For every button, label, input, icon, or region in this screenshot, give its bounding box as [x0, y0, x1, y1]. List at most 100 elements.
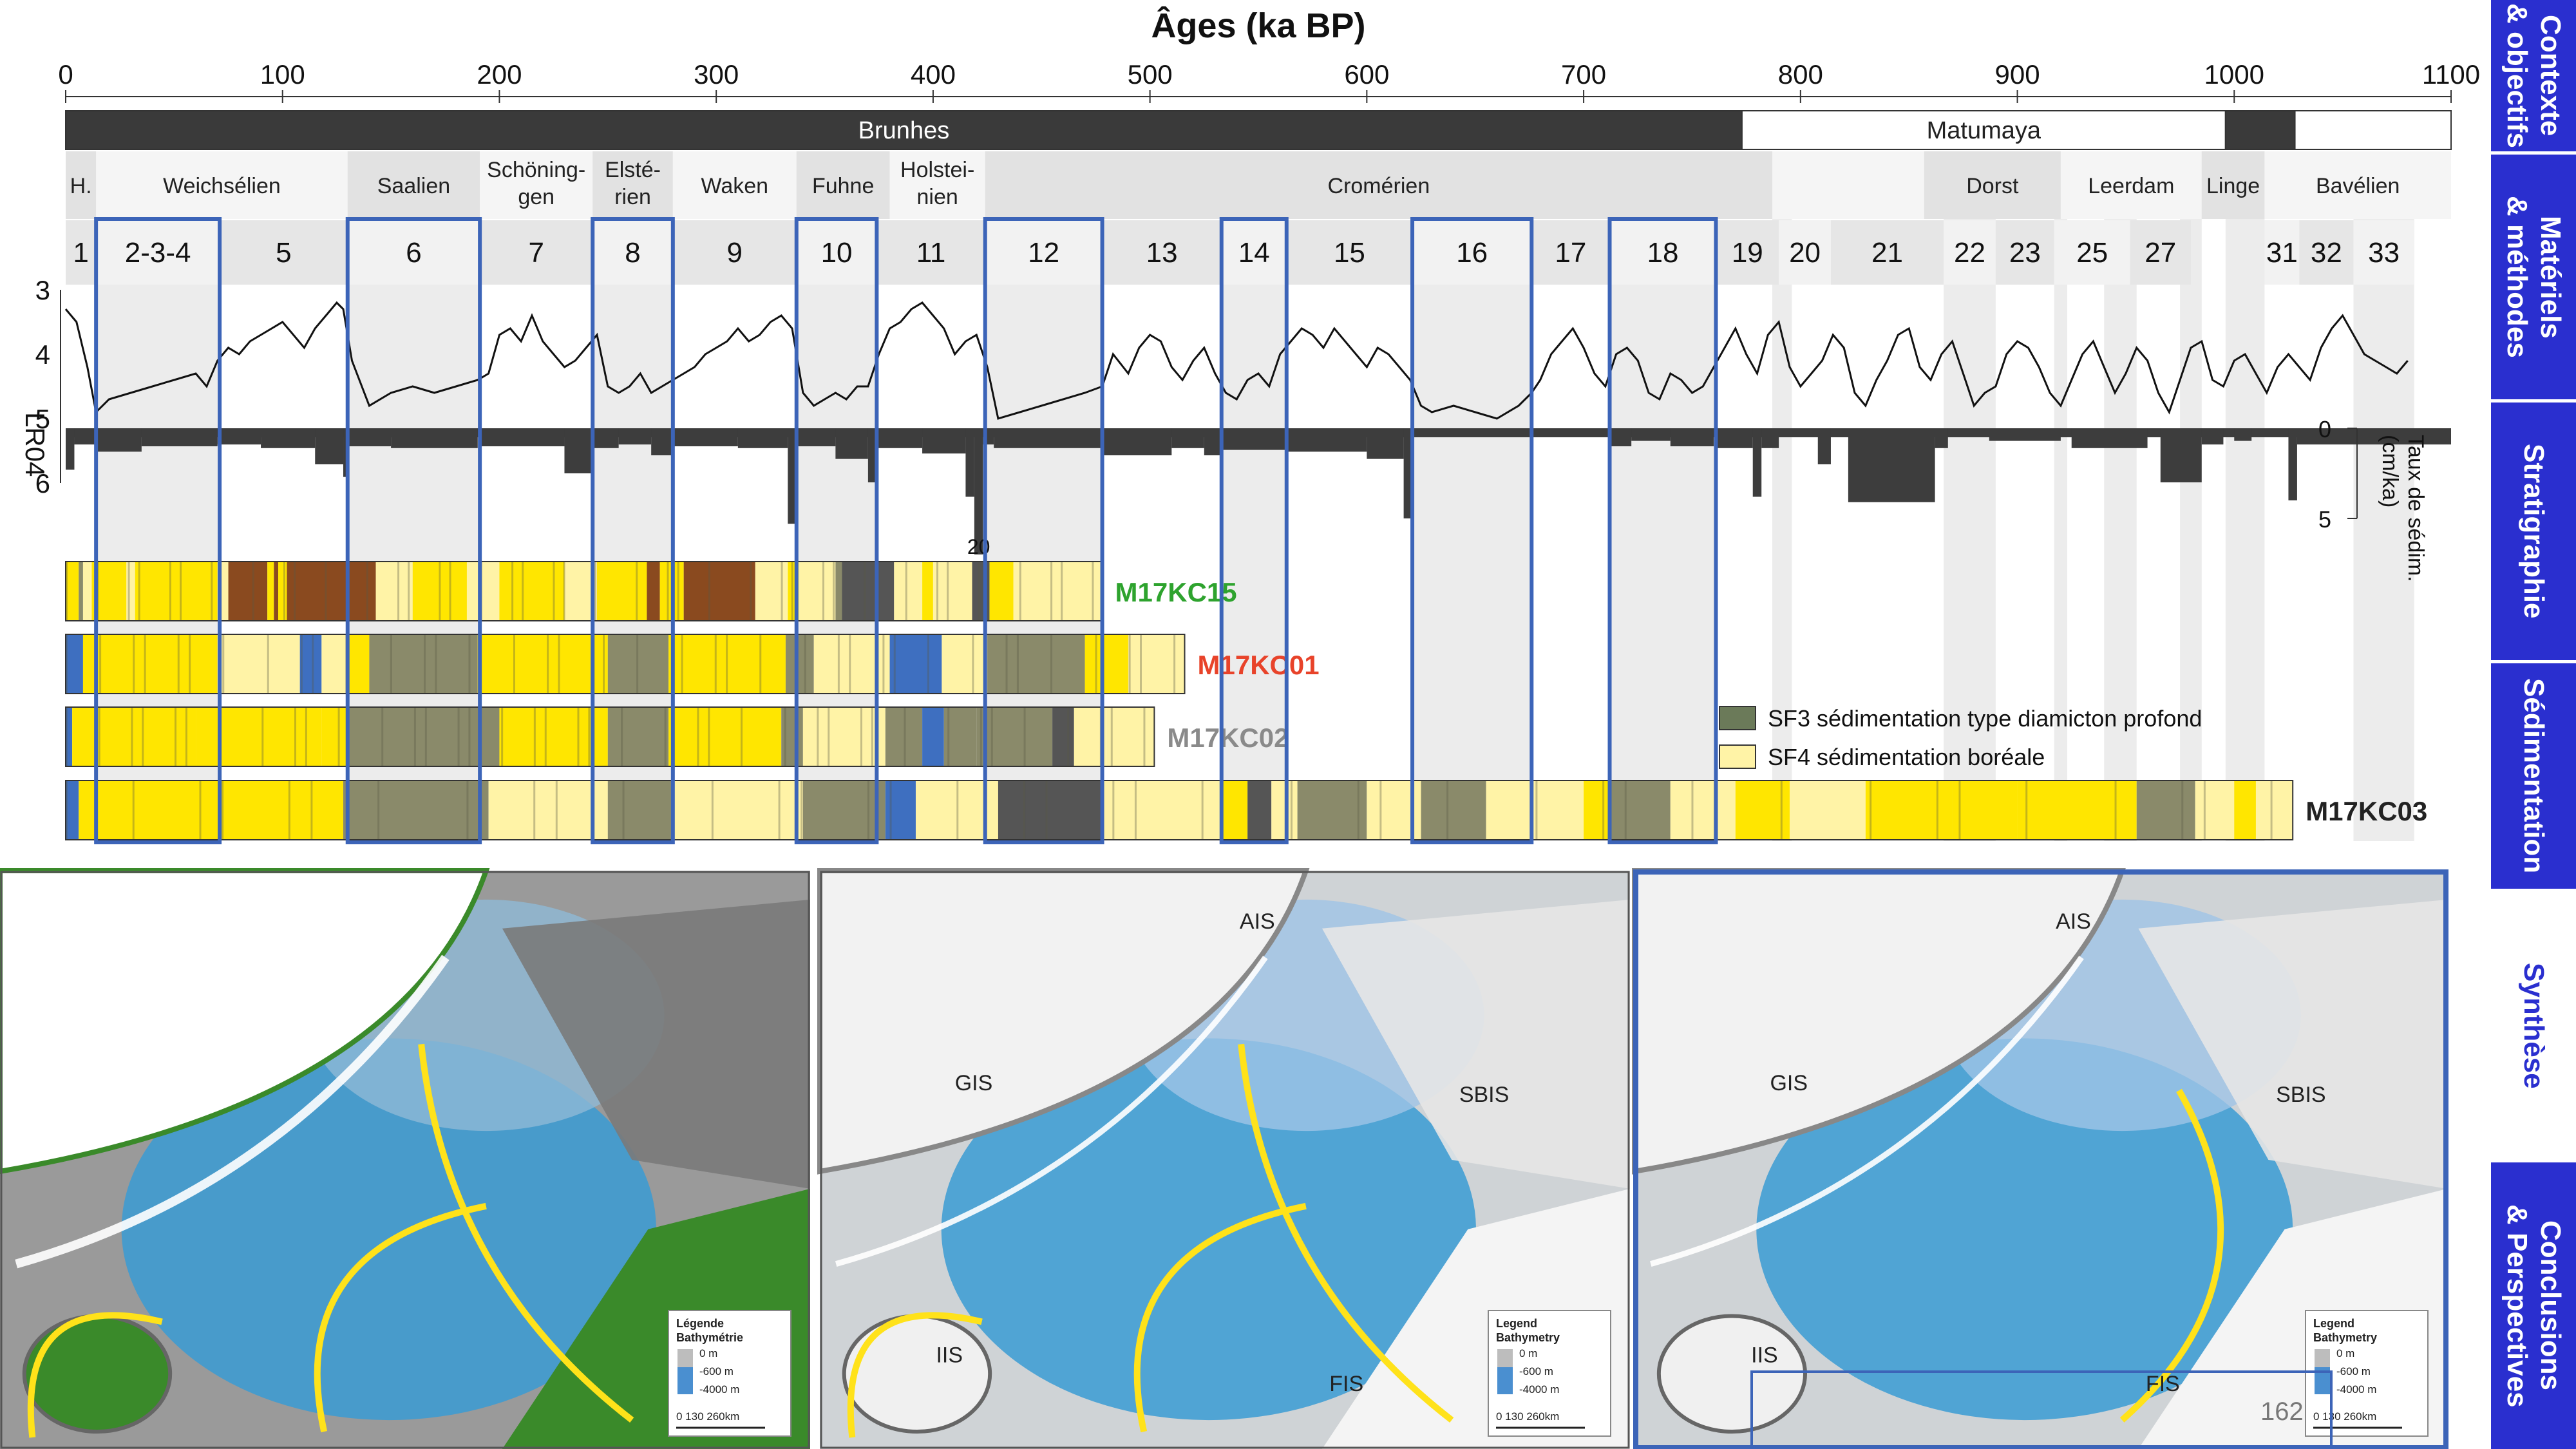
core-facies-segment: [672, 781, 803, 840]
nav-conclusions[interactable]: Conclusions & Perspectives: [2491, 1162, 2576, 1449]
greenland-landmass: [0, 868, 490, 1175]
map-legend-title: Legend: [1496, 1317, 1537, 1330]
mis-label: 2-3-4: [125, 237, 191, 269]
mis-label: 14: [1238, 237, 1270, 269]
map-legend-title: Bathymétrie: [676, 1331, 743, 1344]
mis-cell: [1779, 220, 1831, 285]
core-lamina: [667, 562, 669, 621]
sed-rate-bar: [261, 428, 316, 448]
core-lamina: [697, 707, 699, 766]
mis-label: 33: [2368, 237, 2400, 269]
glacial-highlight-box: [1219, 217, 1289, 844]
core-lamina: [381, 707, 384, 766]
stage-label: Holstei-: [900, 158, 974, 182]
core-lamina: [577, 707, 580, 766]
core-lamina: [871, 707, 873, 766]
core-lamina: [189, 634, 191, 694]
nav-sedimentation[interactable]: Sédimentation: [2491, 663, 2576, 889]
core-lamina: [927, 634, 929, 694]
core-lamina: [2203, 781, 2206, 840]
nav-contexte[interactable]: Contexte & objectifs: [2491, 0, 2576, 151]
core-facies-segment: [499, 562, 565, 621]
core-facies-segment: [998, 781, 1103, 840]
core-facies-segment: [375, 562, 413, 621]
nav-synthese[interactable]: Synthèse: [2491, 892, 2576, 1159]
sed-rate-bar: [974, 428, 983, 554]
x-axis-tick-label: 0: [58, 59, 73, 90]
core-facies-segment: [989, 562, 1014, 621]
core-lamina: [1128, 634, 1131, 694]
core-lamina: [337, 707, 340, 766]
core-lamina: [390, 634, 392, 694]
mis-cell: [1944, 220, 1996, 285]
mis-label: 32: [2311, 237, 2342, 269]
mis-label: 23: [2009, 237, 2041, 269]
core-lamina: [199, 781, 202, 840]
core-lamina: [66, 562, 68, 621]
core-lamina: [889, 781, 892, 840]
core-lamina: [978, 562, 980, 621]
nav-materiels-label: Matériels & méthodes: [2501, 196, 2566, 358]
sed-rate-bar: [876, 428, 923, 448]
core-lamina: [791, 562, 793, 621]
nav-sedimentation-label: Sédimentation: [2518, 678, 2550, 874]
core-facies-segment: [135, 562, 218, 621]
magnetic-chron-label: Brunhes: [858, 117, 950, 144]
x-axis-tick-label: 600: [1344, 59, 1389, 90]
ocean-basin: [121, 1038, 656, 1421]
mis-cell: [2353, 220, 2414, 285]
core-facies-segment: [1052, 707, 1074, 766]
stage-label: Dorst: [1966, 174, 2019, 198]
core-lamina: [99, 634, 102, 694]
map-legend-title: Bathymetry: [1496, 1331, 1560, 1344]
sed-rate-bar: [1631, 428, 1671, 441]
x-axis-tick-label: 1100: [2422, 59, 2480, 90]
core-lamina: [990, 707, 993, 766]
core-lamina: [555, 781, 558, 840]
map-frame: [820, 871, 1630, 1449]
core-lamina: [511, 562, 514, 621]
nav-materiels[interactable]: Matériels & méthodes: [2491, 155, 2576, 399]
ice-sheet-label: IIS: [1751, 1343, 1778, 1367]
core-lamina: [1050, 634, 1053, 694]
core-lamina: [413, 707, 416, 766]
glacial-band: [2054, 151, 2067, 841]
map-scale-label: 0 130 260km: [1496, 1410, 1559, 1423]
core-facies-segment: [499, 707, 608, 766]
core-facies-segment: [2017, 781, 2137, 840]
sed-rate-bar: [96, 428, 142, 452]
ice-sheet-label: SBIS: [1459, 1083, 1509, 1107]
ice-sheet-label: GIS: [955, 1071, 993, 1095]
core-lamina: [457, 707, 460, 766]
sed-rate-bar: [1403, 428, 1413, 518]
core-lamina: [533, 781, 536, 840]
core-lamina: [947, 562, 949, 621]
core-facies-segment: [1013, 562, 1103, 621]
core-facies-segment: [668, 707, 782, 766]
magnetic-chron: [2224, 110, 2296, 150]
core-lamina: [804, 634, 806, 694]
core-facies-segment: [943, 707, 977, 766]
stage-cell: [985, 151, 1773, 219]
map-inset-frame: [1750, 1370, 2333, 1448]
core-facies-segment: [885, 707, 923, 766]
nav-stratigraphie-label: Stratigraphie: [2518, 444, 2550, 619]
core-name: M17KC02: [1167, 723, 1289, 753]
lr04-axis-label: LR04: [20, 412, 50, 477]
sed-rate-bar: [618, 428, 652, 445]
core-facies-segment: [72, 707, 196, 766]
ice-sheet-label: FIS: [2146, 1372, 2180, 1396]
core-lamina: [547, 634, 549, 694]
core-lamina: [828, 707, 830, 766]
mis-label: 1: [73, 237, 88, 269]
core-facies-segment: [842, 562, 895, 621]
core-facies-segment: [222, 781, 344, 840]
magnetic-chron: [1741, 110, 2226, 150]
core-facies-segment: [66, 707, 73, 766]
barents-region: [2138, 899, 2447, 1189]
sed-rate-bar: [315, 428, 344, 464]
nav-stratigraphie[interactable]: Stratigraphie: [2491, 402, 2576, 660]
core-lamina: [1092, 562, 1094, 621]
stage-cell: [796, 151, 890, 219]
